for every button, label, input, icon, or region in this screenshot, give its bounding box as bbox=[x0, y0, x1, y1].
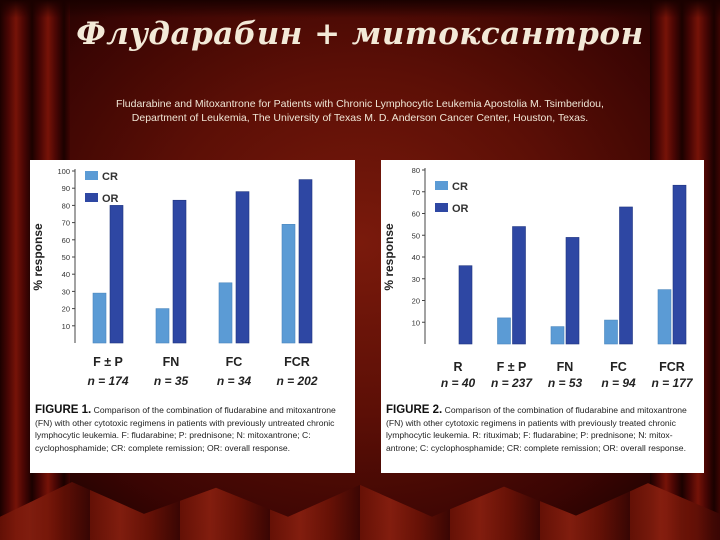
top-shadow bbox=[0, 0, 720, 18]
figure-1-caption-line-3: lymphocytic leukemia. F: fludarabine; P:… bbox=[35, 430, 311, 440]
y-tick-label: 20 bbox=[412, 297, 420, 306]
figure-2-chart: % response 10 20 30 40 50 60 70 80 CR OR Rn = 40 F ±… bbox=[382, 166, 694, 390]
y-axis-label: % response bbox=[31, 223, 45, 291]
legend-swatch-or bbox=[85, 193, 98, 202]
x-category-label: FC bbox=[610, 360, 627, 374]
x-category-label: FCR bbox=[284, 355, 310, 369]
bar-or bbox=[672, 184, 687, 345]
y-tick-label: 60 bbox=[62, 236, 70, 245]
legend-label-cr: CR bbox=[452, 181, 468, 193]
y-tick-label: 10 bbox=[412, 318, 420, 327]
bar-or bbox=[172, 199, 187, 344]
figure-1-chart: % response 10 20 30 40 50 60 70 80 90 100 CR OR F ± P… bbox=[31, 167, 318, 388]
slide-subtitle: Fludarabine and Mitoxantrone for Patient… bbox=[60, 97, 660, 125]
figure-1-caption-line-2: (FN) with other cytotoxic regimens in pa… bbox=[35, 417, 335, 428]
y-axis-label: % response bbox=[382, 223, 396, 291]
bar-cr bbox=[281, 224, 296, 344]
bar-or bbox=[458, 265, 473, 345]
bar-cr bbox=[155, 308, 170, 344]
x-n-label: n = 174 bbox=[87, 374, 128, 388]
bar-or bbox=[512, 226, 526, 345]
bar-cr bbox=[497, 317, 511, 345]
bar-or bbox=[109, 205, 124, 344]
legend-swatch-cr bbox=[435, 181, 448, 190]
y-tick-label: 10 bbox=[62, 322, 70, 331]
figure-1-panel: % response 10 20 30 40 50 60 70 80 90 100 CR OR F ± P… bbox=[30, 160, 355, 473]
y-tick-label: 50 bbox=[62, 253, 70, 262]
bar-cr bbox=[657, 289, 672, 345]
x-n-label: n = 40 bbox=[441, 376, 476, 390]
legend-swatch-or bbox=[435, 203, 448, 212]
bar-or bbox=[619, 206, 633, 345]
bar-cr bbox=[218, 282, 233, 344]
legend-label-or: OR bbox=[452, 203, 469, 215]
x-category-label: F ± P bbox=[93, 355, 123, 369]
y-tick-label: 80 bbox=[412, 166, 420, 175]
x-category-label: FC bbox=[226, 355, 243, 369]
bar-or bbox=[235, 191, 250, 344]
slide-title: Флударабин + митоксантрон bbox=[76, 16, 644, 52]
legend-swatch-cr bbox=[85, 171, 98, 180]
y-tick-label: 80 bbox=[62, 201, 70, 210]
y-tick-label: 70 bbox=[62, 219, 70, 228]
bar-or bbox=[298, 179, 313, 344]
x-category-label: FCR bbox=[659, 360, 685, 374]
x-n-label: n = 237 bbox=[491, 376, 533, 390]
x-category-label: FN bbox=[557, 360, 574, 374]
figure-1-caption-lead: FIGURE 1. bbox=[35, 404, 92, 416]
figure-2-caption: FIGURE 2. Comparison of the combination … bbox=[386, 404, 698, 454]
figure-2-caption-line-3: lymphocytic leukemia. R: rituximab; F: f… bbox=[386, 430, 673, 440]
figure-2-caption-line-2: (FN) with other cytotoxic regimens in pa… bbox=[386, 417, 676, 428]
y-tick-label: 50 bbox=[412, 231, 420, 240]
figure-2-caption-line-4: antrone; C: cyclophosphamide; CR: comple… bbox=[386, 442, 686, 453]
x-n-label: n = 34 bbox=[217, 374, 252, 388]
x-n-label: n = 202 bbox=[276, 374, 317, 388]
x-n-label: n = 94 bbox=[601, 376, 636, 390]
y-tick-label: 30 bbox=[412, 275, 420, 284]
bar-or bbox=[565, 237, 580, 345]
curtain-bottom bbox=[0, 482, 720, 540]
figure-2-caption-line-1: Comparison of the combination of fludara… bbox=[444, 405, 687, 415]
figure-1-caption-line-4: cyclophosphamide; CR: complete remission… bbox=[35, 442, 291, 453]
y-tick-label: 100 bbox=[57, 167, 70, 176]
y-tick-label: 30 bbox=[62, 287, 70, 296]
legend-label-or: OR bbox=[102, 193, 119, 205]
bar-cr bbox=[604, 319, 618, 345]
figure-2-caption-lead: FIGURE 2. bbox=[386, 404, 443, 416]
figure-1-caption-line-1: Comparison of the combination of fludara… bbox=[93, 405, 336, 415]
y-tick-label: 40 bbox=[412, 253, 420, 262]
subtitle-line-2: Department of Leukemia, The University o… bbox=[131, 112, 589, 124]
subtitle-line-1: Fludarabine and Mitoxantrone for Patient… bbox=[116, 98, 604, 110]
legend-label-cr: CR bbox=[102, 171, 118, 183]
figure-1-caption: FIGURE 1. Comparison of the combination … bbox=[35, 404, 349, 454]
y-tick-label: 20 bbox=[62, 305, 70, 314]
x-category-label: F ± P bbox=[497, 360, 527, 374]
x-n-label: n = 177 bbox=[651, 376, 693, 390]
x-category-label: R bbox=[453, 360, 462, 374]
y-tick-label: 70 bbox=[412, 188, 420, 197]
y-tick-label: 90 bbox=[62, 184, 70, 193]
x-category-label: FN bbox=[163, 355, 180, 369]
y-tick-label: 40 bbox=[62, 270, 70, 279]
bar-cr bbox=[92, 292, 107, 344]
y-tick-label: 60 bbox=[412, 210, 420, 219]
x-n-label: n = 35 bbox=[154, 374, 189, 388]
bar-cr bbox=[550, 326, 565, 345]
x-n-label: n = 53 bbox=[548, 376, 583, 390]
